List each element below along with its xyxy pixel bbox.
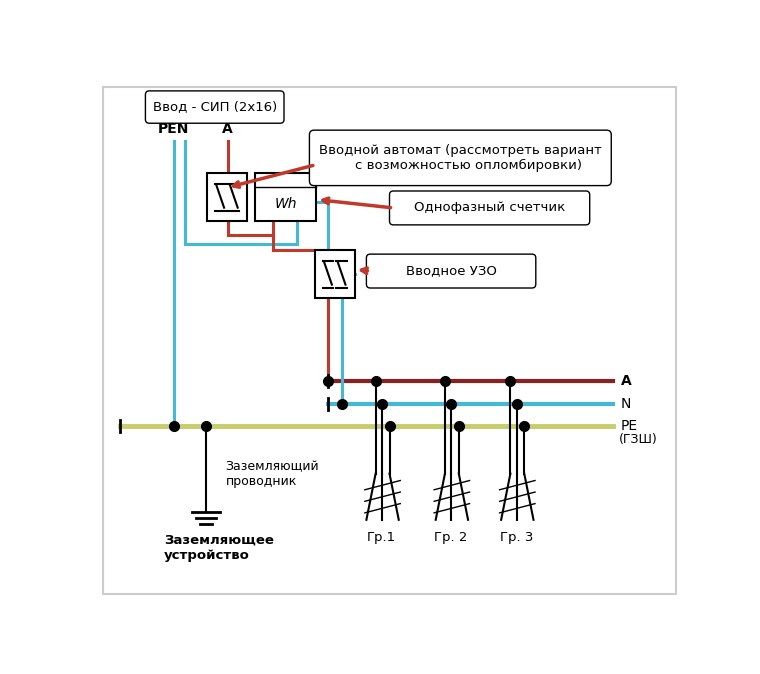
Text: (ГЗШ): (ГЗШ) — [619, 433, 657, 446]
FancyBboxPatch shape — [145, 91, 284, 123]
Text: Гр. 3: Гр. 3 — [500, 531, 534, 545]
Text: A: A — [620, 374, 632, 388]
Bar — [207, 173, 247, 221]
Text: Заземляющий
проводник: Заземляющий проводник — [226, 460, 319, 489]
Text: Гр. 2: Гр. 2 — [435, 531, 468, 545]
Text: Wh: Wh — [274, 197, 297, 211]
FancyBboxPatch shape — [366, 254, 536, 288]
FancyBboxPatch shape — [309, 130, 611, 185]
Bar — [315, 250, 355, 298]
Text: PE: PE — [620, 419, 638, 433]
Text: N: N — [620, 397, 631, 411]
Text: Однофазный счетчик: Однофазный счетчик — [414, 202, 565, 214]
Text: Вводное УЗО: Вводное УЗО — [406, 265, 496, 278]
Bar — [255, 173, 316, 221]
Text: Ввод - СИП (2x16): Ввод - СИП (2x16) — [153, 100, 277, 113]
Text: PEN: PEN — [158, 122, 189, 136]
FancyBboxPatch shape — [389, 191, 590, 225]
Text: A: A — [223, 122, 233, 136]
Text: Заземляющее
устройство: Заземляющее устройство — [164, 534, 274, 561]
Text: Вводной автомат (рассмотреть вариант
    с возможностью опломбировки): Вводной автомат (рассмотреть вариант с в… — [319, 144, 602, 172]
Text: Гр.1: Гр.1 — [367, 531, 397, 545]
